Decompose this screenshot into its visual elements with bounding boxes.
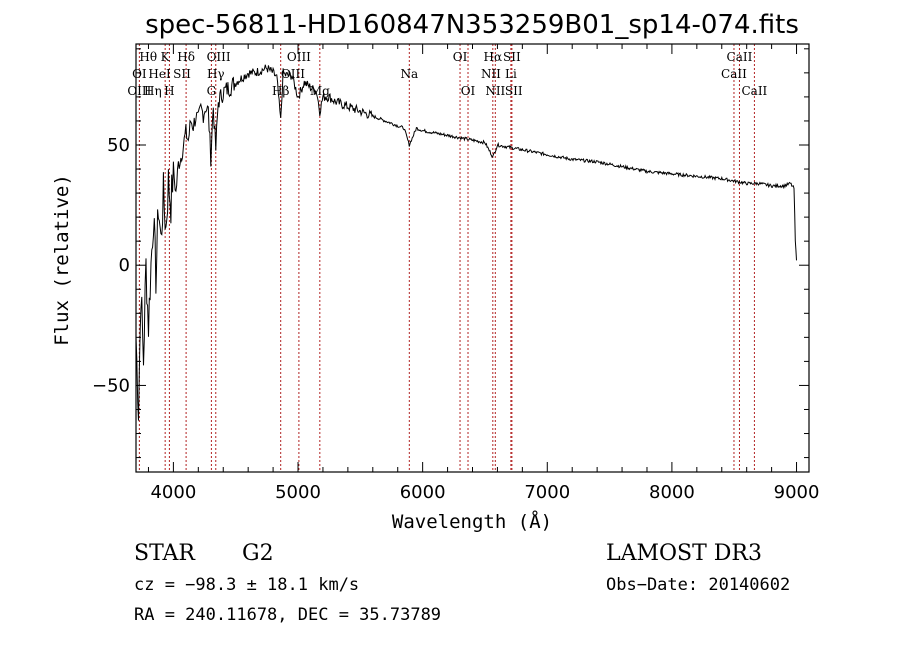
y-tick-label-0: −50 bbox=[92, 375, 130, 396]
line-label-13: OIII bbox=[281, 67, 305, 81]
y-tick-label-1: 0 bbox=[119, 255, 130, 276]
line-label-17: CaII bbox=[721, 67, 747, 81]
line-label-24: OI bbox=[461, 84, 476, 98]
plot-frame bbox=[135, 43, 810, 473]
line-label-22: Hβ bbox=[272, 84, 289, 98]
line-label-5: OI bbox=[453, 50, 468, 64]
object-subclass: G2 bbox=[242, 541, 274, 566]
line-label-20: H bbox=[164, 84, 174, 98]
spectral-line-markers bbox=[138, 44, 755, 472]
line-label-14: Na bbox=[400, 67, 418, 81]
line-label-10: HeI bbox=[148, 67, 171, 81]
x-tick-label-5: 9000 bbox=[774, 482, 820, 503]
line-label-12: Hγ bbox=[207, 67, 225, 81]
line-label-1: K bbox=[161, 50, 171, 64]
x-axis-ticks: 4000 5000 6000 7000 8000 9000 bbox=[147, 44, 820, 503]
x-tick-label-4: 8000 bbox=[649, 482, 695, 503]
line-label-0: Hθ bbox=[139, 50, 157, 64]
line-label-3: OIII bbox=[207, 50, 231, 64]
x-axis-label: Wavelength (Å) bbox=[392, 510, 552, 533]
y-tick-label-2: 50 bbox=[107, 135, 130, 156]
line-label-9: OI bbox=[132, 67, 147, 81]
line-label-16: Li bbox=[505, 67, 517, 81]
redshift-info: cz = −98.3 ± 18.1 km/s bbox=[134, 575, 359, 595]
line-label-27: CaII bbox=[741, 84, 767, 98]
line-label-7: SII bbox=[503, 50, 521, 64]
spectrum-series-line bbox=[135, 64, 797, 421]
y-axis-ticks: −50 0 50 bbox=[92, 48, 809, 459]
x-tick-label-3: 7000 bbox=[524, 482, 570, 503]
line-label-8: CaII bbox=[727, 50, 753, 64]
chart-title: spec-56811-HD160847N353259B01_sp14-074.f… bbox=[145, 10, 799, 40]
line-label-11: SII bbox=[173, 67, 191, 81]
x-tick-label-0: 4000 bbox=[150, 482, 196, 503]
line-label-6: Hα bbox=[484, 50, 503, 64]
line-label-2: Hδ bbox=[177, 50, 195, 64]
survey-name: LAMOST DR3 bbox=[606, 541, 762, 566]
line-label-19: Hη bbox=[144, 84, 162, 98]
line-label-25: NII bbox=[485, 84, 505, 98]
object-type: STAR bbox=[134, 541, 196, 566]
line-label-21: G bbox=[207, 84, 217, 98]
line-label-26: SII bbox=[505, 84, 523, 98]
line-label-15: NII bbox=[481, 67, 501, 81]
x-tick-label-2: 6000 bbox=[400, 482, 446, 503]
x-tick-label-1: 5000 bbox=[275, 482, 321, 503]
observation-date: Obs−Date: 20140602 bbox=[606, 575, 790, 595]
line-label-18: OIII bbox=[127, 84, 151, 98]
y-axis-label: Flux (relative) bbox=[51, 174, 73, 346]
coordinates: RA = 240.11678, DEC = 35.73789 bbox=[134, 605, 441, 625]
line-label-4: OIII bbox=[287, 50, 311, 64]
